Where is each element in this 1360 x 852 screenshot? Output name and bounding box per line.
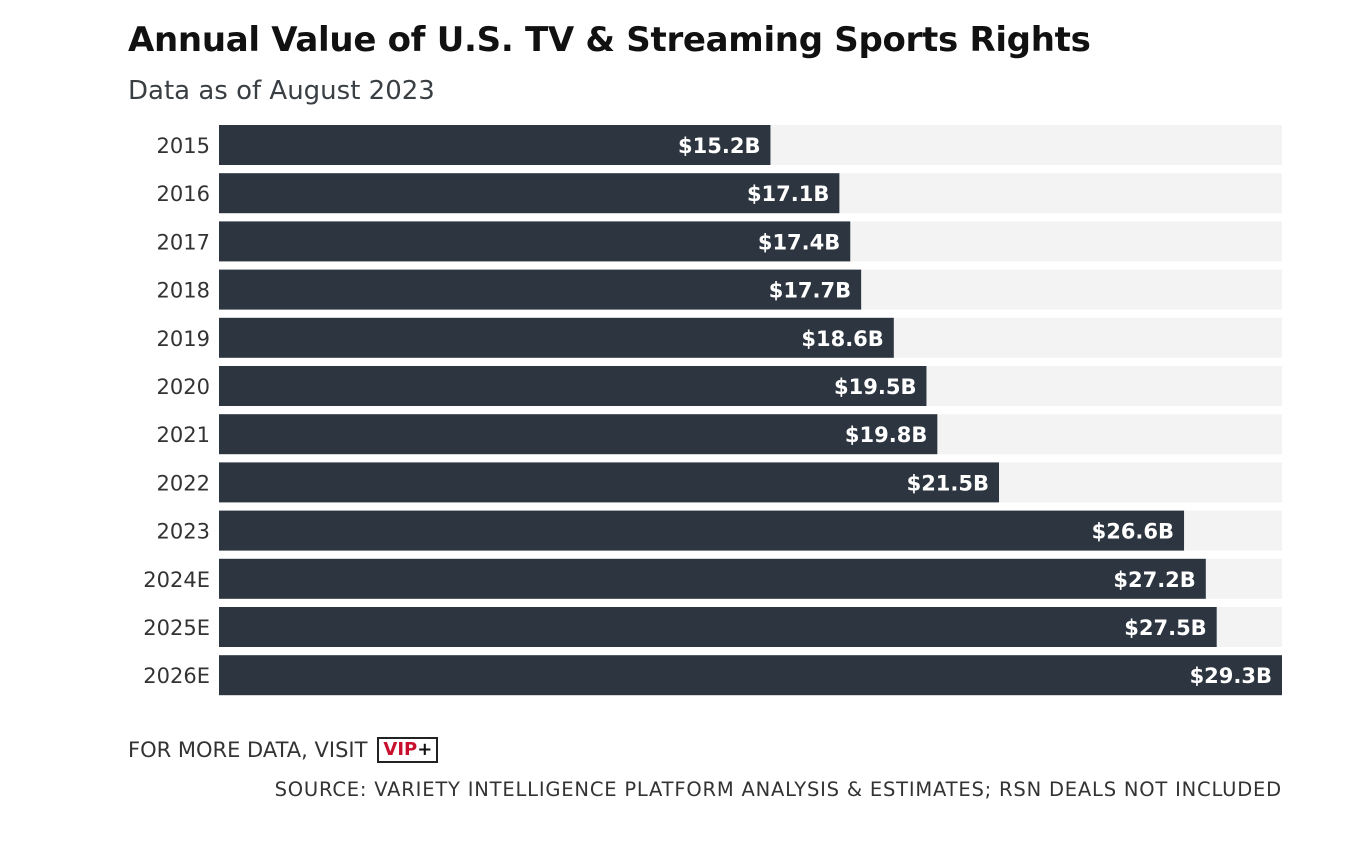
category-label-2026E: 2026E	[143, 664, 210, 688]
chart-title: Annual Value of U.S. TV & Streaming Spor…	[128, 20, 1091, 60]
plus-icon: +	[417, 739, 433, 760]
bar-2021	[219, 414, 938, 455]
value-label-2024E: $27.2B	[1113, 568, 1195, 592]
more-data-note: FOR MORE DATA, VISIT VIP +	[128, 737, 439, 763]
bar-2025E	[219, 607, 1217, 647]
bar-2019	[219, 317, 894, 358]
bar-2017	[219, 221, 851, 262]
bar-2022	[219, 462, 1000, 503]
value-label-2026E: $29.3B	[1190, 664, 1272, 688]
chart-subtitle: Data as of August 2023	[128, 76, 435, 106]
category-label-2016: 2016	[157, 182, 210, 206]
category-label-2025E: 2025E	[143, 616, 210, 640]
value-label-2025E: $27.5B	[1124, 616, 1206, 640]
bar-2020	[219, 366, 927, 406]
value-label-2023: $26.6B	[1092, 520, 1174, 544]
bar-2023	[219, 510, 1185, 551]
bar-2024E	[219, 558, 1206, 599]
value-label-2022: $21.5B	[907, 471, 989, 495]
value-label-2015: $15.2B	[678, 134, 760, 158]
value-label-2021: $19.8B	[845, 423, 927, 447]
bar-2018	[219, 269, 862, 310]
vip-plus-logo[interactable]: VIP +	[377, 737, 439, 763]
category-label-2018: 2018	[157, 279, 210, 303]
category-label-2024E: 2024E	[143, 568, 210, 592]
value-label-2017: $17.4B	[758, 230, 840, 254]
category-label-2020: 2020	[157, 375, 210, 399]
bar-2026E	[219, 655, 1282, 696]
bar-2015	[219, 125, 771, 165]
value-label-2020: $19.5B	[834, 375, 916, 399]
value-label-2018: $17.7B	[769, 279, 851, 303]
category-label-2021: 2021	[157, 423, 210, 447]
source-note: SOURCE: VARIETY INTELLIGENCE PLATFORM AN…	[274, 778, 1282, 801]
value-label-2019: $18.6B	[801, 327, 883, 351]
value-label-2016: $17.1B	[747, 182, 829, 206]
visit-text: FOR MORE DATA, VISIT	[128, 738, 368, 762]
category-label-2015: 2015	[157, 134, 210, 158]
category-label-2022: 2022	[157, 471, 210, 495]
bar-2016	[219, 173, 840, 214]
category-label-2017: 2017	[157, 230, 210, 254]
category-label-2019: 2019	[157, 327, 210, 351]
category-label-2023: 2023	[157, 520, 210, 544]
vip-logo-text: VIP	[383, 739, 418, 760]
